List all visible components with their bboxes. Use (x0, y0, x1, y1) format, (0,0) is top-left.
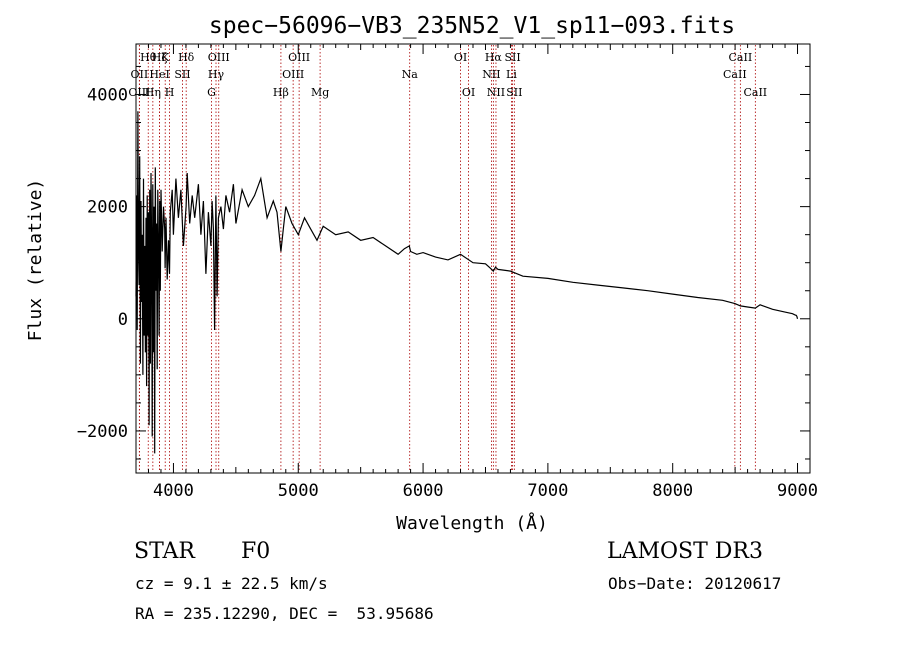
line-marker-label: Hθ (140, 51, 157, 64)
line-marker-label: NII (482, 68, 500, 81)
line-marker-label: HeI (149, 68, 169, 81)
plot-frame (135, 43, 811, 474)
y-tick-label: 0 (118, 310, 128, 330)
line-marker-label: CaII (723, 68, 747, 81)
x-axis-label: Wavelength (Å) (396, 512, 548, 534)
line-marker-label: Hβ (273, 86, 289, 99)
line-marker-label: SII (504, 51, 520, 64)
line-marker-label: CaII (743, 86, 767, 99)
line-marker-label: Li (506, 68, 517, 81)
y-axis-ticks: −2000 0 2000 4000 (77, 65, 810, 460)
line-marker-label: OII (131, 68, 149, 81)
y-tick-label: 4000 (87, 85, 128, 105)
object-class: STAR (134, 539, 195, 564)
line-marker-label: CaII (729, 51, 753, 64)
line-marker-label: Na (402, 68, 419, 81)
spectrum-line (135, 111, 799, 454)
y-tick-label: 2000 (87, 198, 128, 218)
y-tick-label: −2000 (77, 422, 128, 442)
line-marker-label: K (161, 51, 170, 64)
x-tick-label: 7000 (527, 481, 568, 501)
x-tick-label: 5000 (278, 481, 319, 501)
line-marker-label: Hη (145, 86, 161, 99)
line-marker-label: SII (506, 86, 522, 99)
line-marker-label: Hδ (178, 51, 195, 64)
x-axis-ticks: 4000 5000 6000 7000 8000 9000 (147, 44, 818, 501)
line-marker-label: Hγ (208, 68, 225, 81)
y-axis-label: Flux (relative) (25, 179, 46, 342)
x-tick-label: 8000 (652, 481, 693, 501)
obs-date: Obs−Date: 20120617 (608, 574, 782, 593)
x-tick-label: 4000 (153, 481, 194, 501)
survey-name: LAMOST DR3 (607, 539, 763, 564)
line-marker-label: OIII (208, 51, 230, 64)
line-marker-label: OIII (288, 51, 310, 64)
line-marker-label: Hζ (152, 51, 168, 64)
x-tick-label: 9000 (777, 481, 818, 501)
chart-title: spec−56096−VB3_235N52_V1_sp11−093.fits (209, 13, 735, 39)
line-marker-label: SII (174, 68, 190, 81)
redshift-readout: cz = 9.1 ± 22.5 km/s (135, 574, 328, 593)
line-marker-label: OIII (282, 68, 304, 81)
line-marker-label: OI (462, 86, 475, 99)
line-marker-label: Mg (311, 86, 329, 99)
object-subclass: F0 (241, 539, 271, 564)
line-marker-label: G (207, 86, 216, 99)
line-marker-label: H (165, 86, 175, 99)
coordinates: RA = 235.12290, DEC = 53.95686 (135, 604, 434, 623)
line-marker-label: OIII (128, 86, 150, 99)
spectrum-chart: spec−56096−VB3_235N52_V1_sp11−093.fits H… (25, 13, 818, 534)
emission-line-markers (138, 45, 756, 472)
x-tick-label: 6000 (403, 481, 444, 501)
line-marker-label: Hα (485, 51, 503, 64)
line-marker-label: NII (487, 86, 505, 99)
line-marker-label: OI (454, 51, 467, 64)
